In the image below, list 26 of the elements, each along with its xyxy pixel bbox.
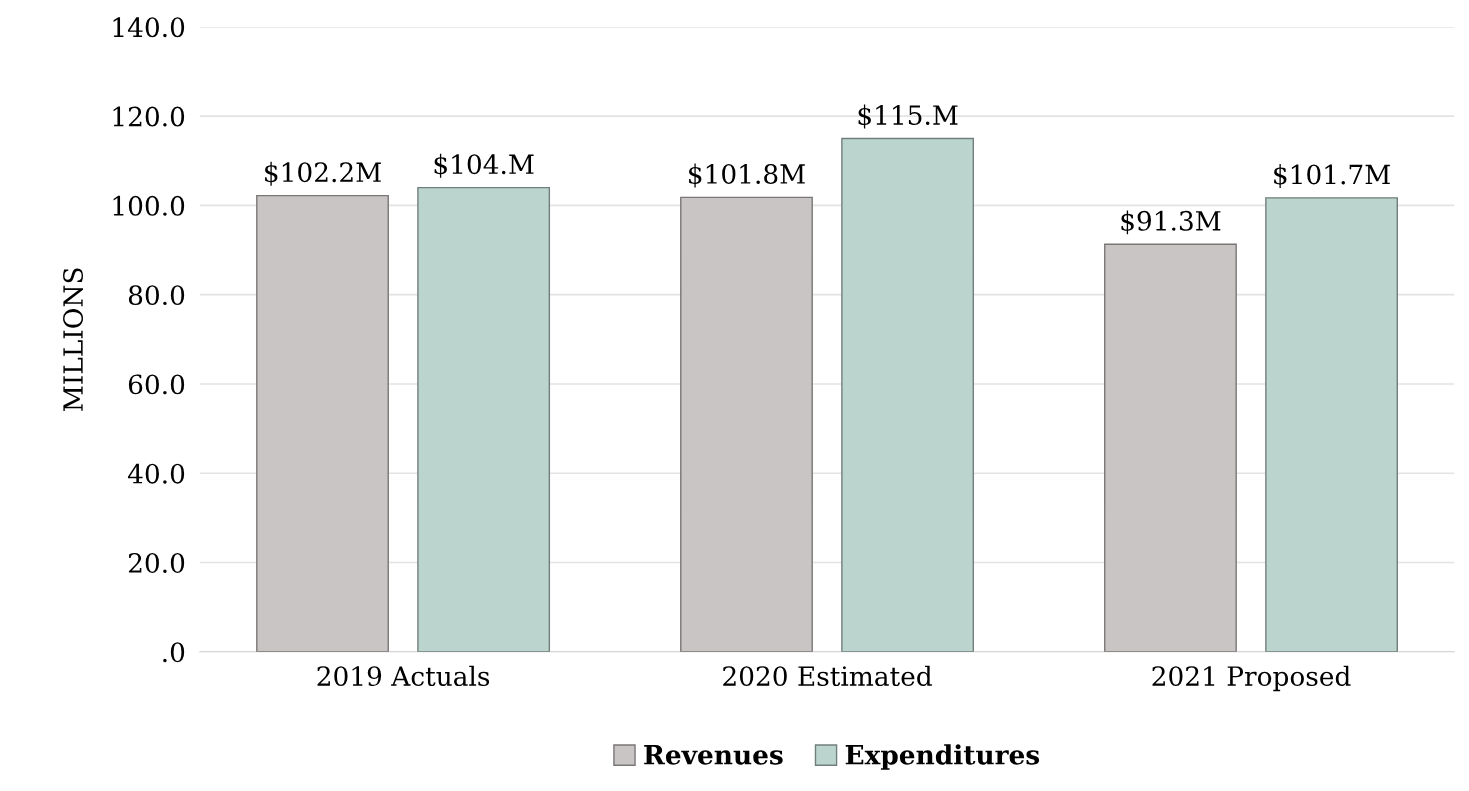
x-tick-label: 2021 Proposed xyxy=(1152,665,1351,692)
legend-label: Revenues xyxy=(644,745,783,765)
x-tick-label: 2019 Actuals xyxy=(317,665,490,687)
legend-label: Expenditures xyxy=(845,744,1040,770)
bar xyxy=(841,137,975,652)
y-axis-title: MILLIONS xyxy=(63,268,84,411)
data-label: $101.7M xyxy=(1274,163,1390,188)
data-label: $101.8M xyxy=(689,163,805,188)
y-tick-label: .0 xyxy=(163,642,185,663)
bar xyxy=(1104,243,1237,652)
bar xyxy=(256,194,389,652)
data-label: $102.2M xyxy=(265,161,381,186)
y-tick-label: 20.0 xyxy=(128,552,185,573)
y-tick-label: 60.0 xyxy=(128,374,185,395)
bar xyxy=(1265,197,1398,652)
y-tick-label: 140.0 xyxy=(113,17,185,38)
y-tick-label: 120.0 xyxy=(113,106,185,127)
data-label: $115.M xyxy=(858,104,958,129)
data-label: $104.M xyxy=(434,153,534,178)
data-label: $91.3M xyxy=(1121,210,1221,235)
bar xyxy=(417,186,551,652)
y-tick-label: 100.0 xyxy=(113,195,185,216)
x-tick-label: 2020 Estimated xyxy=(723,665,932,687)
y-tick-label: 40.0 xyxy=(127,463,185,484)
bar xyxy=(680,196,813,652)
y-tick-label: 80.0 xyxy=(128,285,185,306)
